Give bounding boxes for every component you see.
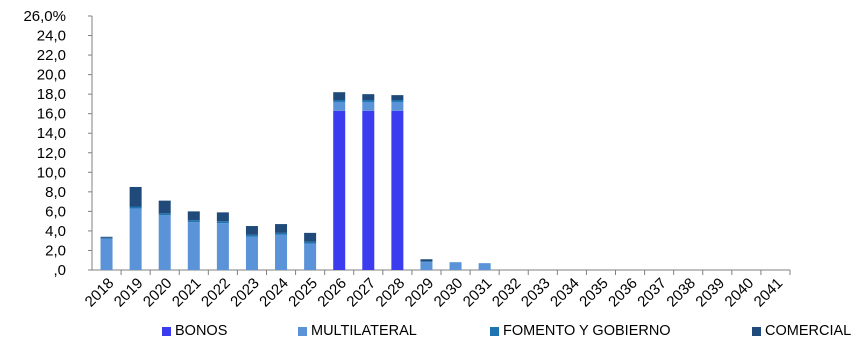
bar-segment-fomento-y-gobierno — [275, 232, 288, 235]
bar-segment-multilateral — [478, 263, 491, 270]
y-tick-label: ,0 — [53, 262, 66, 279]
legend-label-multilateral: MULTILATERAL — [311, 323, 417, 339]
legend-label-fomento-y-gobierno: FOMENTO Y GOBIERNO — [503, 323, 671, 339]
x-tick-label: 2039 — [692, 275, 728, 311]
legend-swatch-fomento-y-gobierno — [490, 326, 499, 336]
x-tick-label: 2038 — [663, 275, 699, 311]
bar-segment-comercial — [245, 226, 258, 235]
legend: BONOS MULTILATERAL FOMENTO Y GOBIERNO CO… — [162, 323, 862, 345]
x-tick-label: 2032 — [489, 275, 525, 311]
bar-segment-fomento-y-gobierno — [187, 220, 200, 223]
x-tick-label: 2024 — [256, 275, 292, 311]
bar-segment-bonos — [362, 110, 375, 270]
x-tick-label: 2040 — [722, 275, 758, 311]
bar-segment-multilateral — [391, 101, 404, 111]
bar-segment-comercial — [362, 94, 375, 101]
legend-item-bonos: BONOS — [162, 323, 227, 339]
x-tick-label: 2022 — [198, 275, 234, 311]
legend-swatch-bonos — [162, 326, 171, 336]
y-tick-label: 14,0 — [37, 125, 66, 142]
y-tick-label: 8,0 — [45, 184, 66, 201]
legend-swatch-comercial — [752, 326, 761, 336]
bar-segment-comercial — [100, 236, 113, 238]
bars — [100, 92, 491, 270]
bar-segment-multilateral — [216, 223, 229, 270]
bar-segment-multilateral — [362, 101, 375, 111]
bar-segment-fomento-y-gobierno — [304, 241, 317, 244]
bar-segment-bonos — [333, 110, 346, 270]
y-tick-label: 24,0 — [37, 28, 66, 45]
y-tick-label: 22,0 — [37, 47, 66, 64]
bar-segment-fomento-y-gobierno — [333, 100, 346, 102]
legend-label-bonos: BONOS — [175, 323, 228, 339]
bar-segment-fomento-y-gobierno — [158, 213, 171, 216]
bar-segment-comercial — [129, 186, 142, 207]
y-axis: ,0 2,0 4,0 6,0 8,0 10,0 12,0 14,0 16,0 18,0 20,0 22… — [23, 8, 93, 279]
x-tick-label: 2021 — [169, 275, 205, 311]
bar-segment-multilateral — [158, 215, 171, 270]
legend-item-fomento-y-gobierno: FOMENTO Y GOBIERNO — [490, 323, 671, 339]
x-tick-label: 2019 — [111, 275, 147, 311]
bar-segment-multilateral — [304, 243, 317, 270]
y-tick-label: 2,0 — [45, 242, 66, 259]
bar-segment-comercial — [333, 92, 346, 101]
bar-segment-comercial — [216, 212, 229, 222]
x-tick-label: 2035 — [576, 275, 612, 311]
x-tick-label: 2020 — [140, 275, 176, 311]
bar-segment-comercial — [187, 211, 200, 221]
bar-segment-multilateral — [333, 101, 346, 111]
x-tick-label: 2029 — [402, 275, 438, 311]
y-tick-label: 26,0% — [23, 8, 66, 25]
bar-segment-comercial — [304, 232, 317, 242]
x-tick-label: 2023 — [227, 275, 263, 311]
bar-segment-fomento-y-gobierno — [362, 100, 375, 102]
x-tick-label: 2034 — [547, 275, 583, 311]
y-tick-label: 18,0 — [37, 86, 66, 103]
bar-segment-comercial — [391, 95, 404, 101]
bar-segment-multilateral — [100, 238, 113, 270]
x-tick-label: 2033 — [518, 275, 554, 311]
stacked-bar-chart: ,0 2,0 4,0 6,0 8,0 10,0 12,0 14,0 16,0 18,0 20,0 22… — [23, 8, 791, 311]
bar-segment-bonos — [391, 110, 404, 270]
bar-segment-multilateral — [129, 208, 142, 270]
bar-segment-multilateral — [420, 262, 433, 270]
bar-segment-fomento-y-gobierno — [391, 100, 404, 102]
x-tick-label: 2026 — [314, 275, 350, 311]
x-tick-label: 2027 — [343, 275, 379, 311]
bar-segment-fomento-y-gobierno — [420, 261, 433, 263]
y-tick-label: 12,0 — [37, 145, 66, 162]
x-tick-label: 2025 — [285, 275, 321, 311]
bar-segment-comercial — [420, 259, 433, 262]
bar-segment-multilateral — [187, 222, 200, 270]
legend-item-multilateral: MULTILATERAL — [298, 323, 417, 339]
bar-segment-fomento-y-gobierno — [100, 237, 113, 239]
y-tick-label: 10,0 — [37, 164, 66, 181]
y-tick-label: 4,0 — [45, 223, 66, 240]
x-tick-label: 2041 — [751, 275, 787, 311]
x-tick-label: 2037 — [634, 275, 670, 311]
bar-segment-multilateral — [449, 262, 462, 270]
bar-segment-fomento-y-gobierno — [216, 221, 229, 224]
x-tick-label: 2028 — [373, 275, 409, 311]
bar-segment-multilateral — [275, 234, 288, 270]
bar-segment-fomento-y-gobierno — [129, 206, 142, 209]
x-tick-label: 2036 — [605, 275, 641, 311]
x-tick-label: 2018 — [82, 275, 118, 311]
legend-label-comercial: COMERCIAL — [765, 323, 852, 339]
legend-swatch-multilateral — [298, 326, 307, 336]
x-axis: 2018201920202021202220232024202520262027… — [82, 269, 791, 311]
bar-segment-multilateral — [245, 236, 258, 270]
y-tick-label: 20,0 — [37, 67, 66, 84]
legend-item-comercial: COMERCIAL — [752, 323, 851, 339]
y-tick-label: 16,0 — [37, 106, 66, 123]
bar-segment-comercial — [158, 200, 171, 214]
bar-segment-fomento-y-gobierno — [245, 234, 258, 237]
y-tick-label: 6,0 — [45, 203, 66, 220]
bar-segment-comercial — [275, 224, 288, 233]
x-tick-label: 2030 — [431, 275, 467, 311]
x-tick-label: 2031 — [460, 275, 496, 311]
